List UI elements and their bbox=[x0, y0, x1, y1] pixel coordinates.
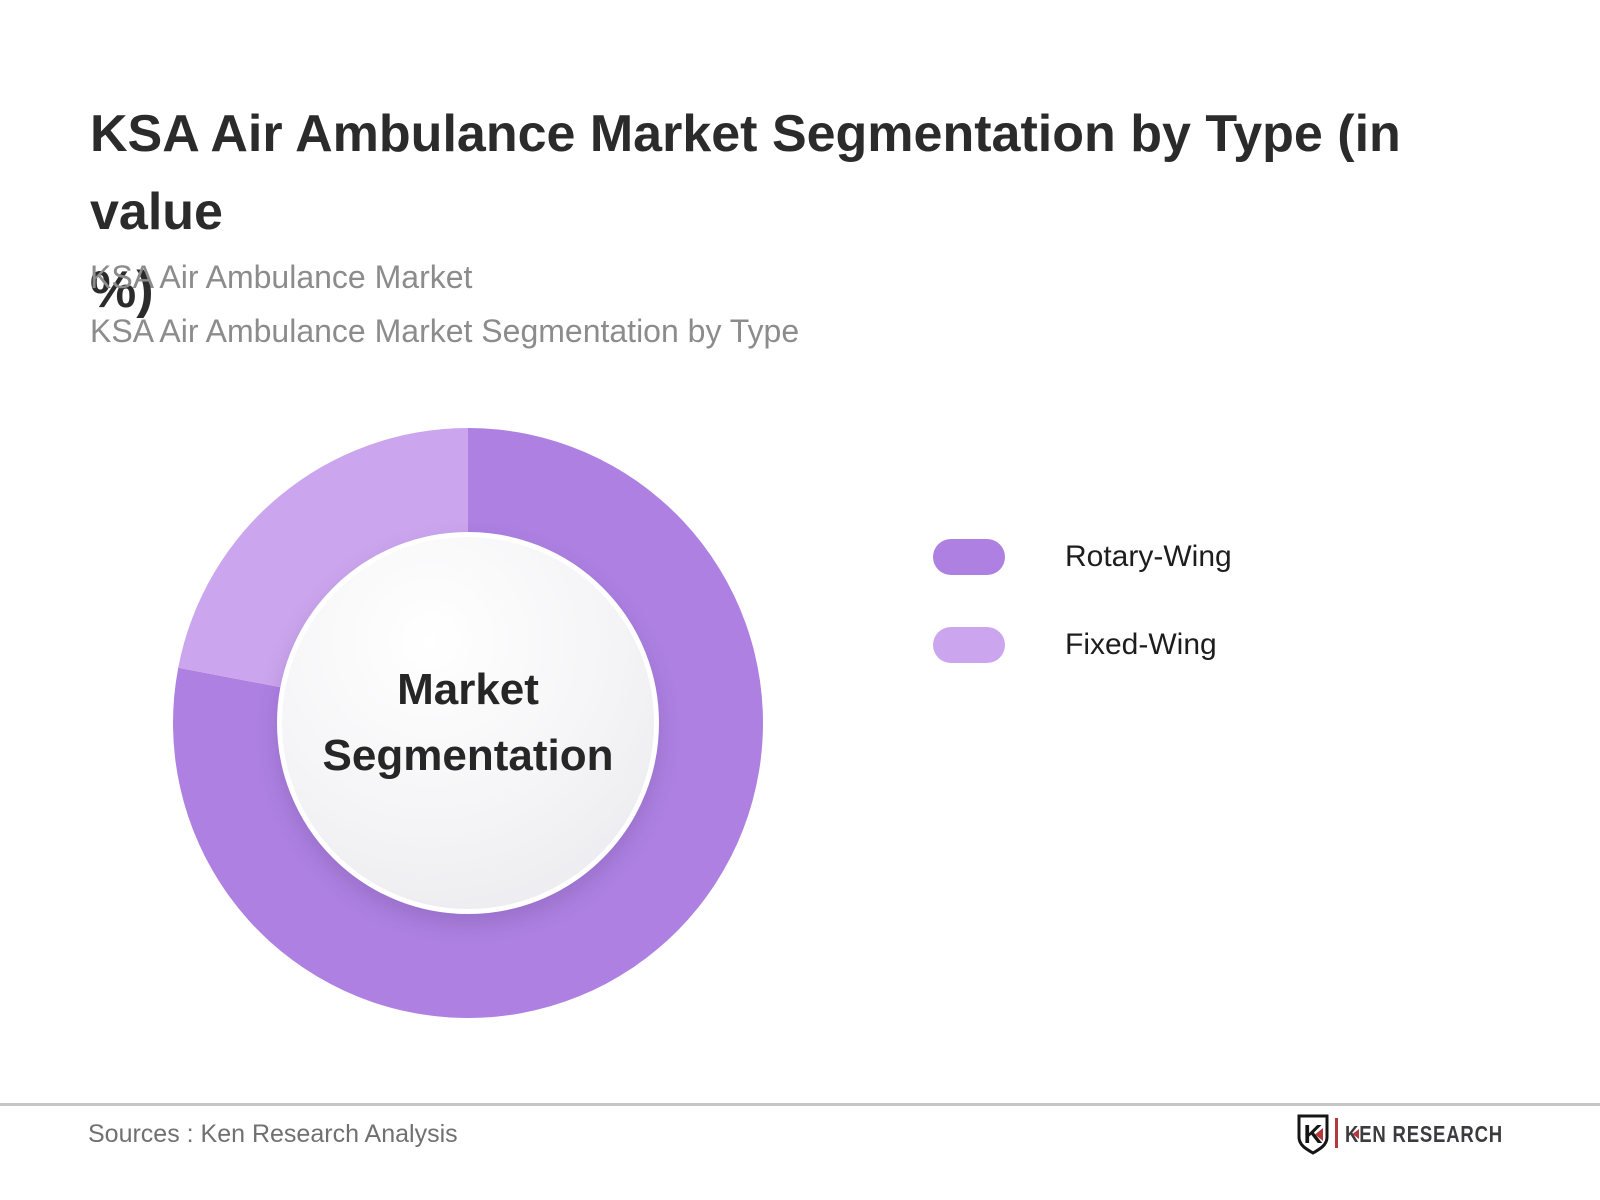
ken-research-logo: K KEN RESEARCH bbox=[1297, 1114, 1503, 1155]
page-title: KSA Air Ambulance Market Segmentation by… bbox=[90, 95, 1520, 329]
logo-wordmark: KEN RESEARCH bbox=[1345, 1121, 1503, 1147]
subtitle-block: KSA Air Ambulance Market KSA Air Ambulan… bbox=[90, 250, 1290, 358]
footer-divider bbox=[0, 1103, 1600, 1106]
legend-swatch-fixed-wing bbox=[933, 627, 1005, 663]
logo-shield-letter: K bbox=[1304, 1119, 1323, 1149]
logo-separator-bar bbox=[1335, 1118, 1338, 1148]
donut-center-circle: Market Segmentation bbox=[277, 532, 659, 914]
legend-item-rotary-wing: Rotary-Wing bbox=[933, 539, 1232, 575]
legend-label-rotary-wing: Rotary-Wing bbox=[1065, 540, 1232, 573]
chart-legend: Rotary-Wing Fixed-Wing bbox=[933, 539, 1232, 715]
logo-shield-icon: K bbox=[1297, 1114, 1329, 1155]
page-title-line2: %) bbox=[90, 260, 154, 319]
subtitle-line2: KSA Air Ambulance Market Segmentation by… bbox=[90, 313, 800, 349]
legend-item-fixed-wing: Fixed-Wing bbox=[933, 627, 1232, 663]
subtitle-line1: KSA Air Ambulance Market bbox=[90, 259, 473, 295]
source-text: Sources : Ken Research Analysis bbox=[88, 1120, 458, 1148]
donut-center-label: Market Segmentation bbox=[322, 665, 614, 780]
page-title-line1: KSA Air Ambulance Market Segmentation by… bbox=[90, 104, 1401, 241]
logo-shield-triangle-icon bbox=[1315, 1128, 1323, 1141]
legend-label-fixed-wing: Fixed-Wing bbox=[1065, 628, 1217, 661]
logo-wordmark-triangle-icon bbox=[1352, 1129, 1359, 1139]
donut-chart: Market Segmentation bbox=[168, 423, 768, 1023]
legend-swatch-rotary-wing bbox=[933, 539, 1005, 575]
